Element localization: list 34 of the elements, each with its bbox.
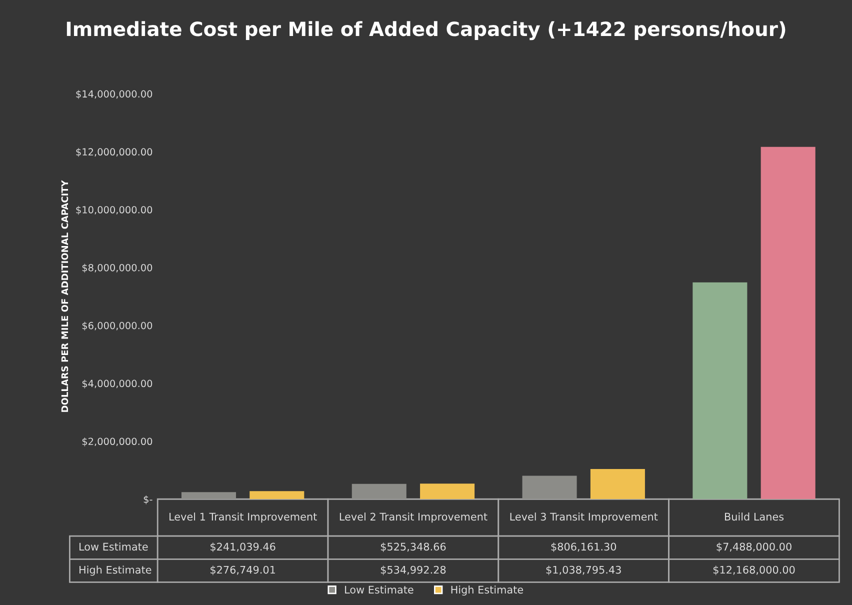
- bar: [692, 282, 748, 500]
- data-label: $806,161.30: [551, 542, 616, 552]
- legend-label: Low Estimate: [345, 586, 414, 594]
- bar: [250, 491, 304, 500]
- x-tick-label: Level 1 Transit Improvement: [170, 512, 317, 523]
- y-tick-label: $4,000,000.00: [82, 380, 152, 388]
- y-tick-label: $2,000,000.00: [82, 438, 152, 446]
- y-tick-label: $8,000,000.00: [82, 264, 152, 273]
- y-tick-label: $-: [144, 495, 152, 504]
- x-tick-label: Build Lanes: [725, 512, 784, 521]
- y-tick-label: $10,000,000.00: [76, 206, 152, 215]
- x-tick-label: Level 2 Transit Improvement: [340, 512, 488, 523]
- y-axis-title: DOLLARS PER MILE OF ADDITIONAL CAPACITY: [61, 180, 68, 412]
- data-label: $241,039.46: [210, 542, 276, 552]
- bar: [522, 476, 577, 500]
- bar: [181, 492, 236, 500]
- data-label: $1,038,795.43: [546, 566, 621, 576]
- data-label: $525,348.66: [380, 542, 446, 552]
- data-label: $12,168,000.00: [713, 566, 795, 576]
- x-tick-label: Level 3 Transit Improvement: [510, 512, 658, 523]
- y-tick-label: $12,000,000.00: [76, 148, 152, 157]
- bar: [420, 484, 475, 500]
- text: Low Estimate: [80, 542, 148, 551]
- y-tick-label: $6,000,000.00: [82, 322, 152, 331]
- legend-label: High Estimate: [451, 586, 524, 596]
- bar: [352, 484, 406, 500]
- data-label: $276,749.01: [210, 566, 275, 576]
- data-label: $534,992.28: [380, 566, 446, 576]
- text: High Estimate: [80, 566, 152, 576]
- y-tick-label: $14,000,000.00: [76, 90, 152, 99]
- bar: [760, 146, 816, 500]
- bar: [590, 469, 645, 500]
- data-label: $7,488,000.00: [716, 542, 792, 552]
- chart-title: Immediate Cost per Mile of Added Capacity (+1422 persons/hour): [66, 21, 786, 40]
